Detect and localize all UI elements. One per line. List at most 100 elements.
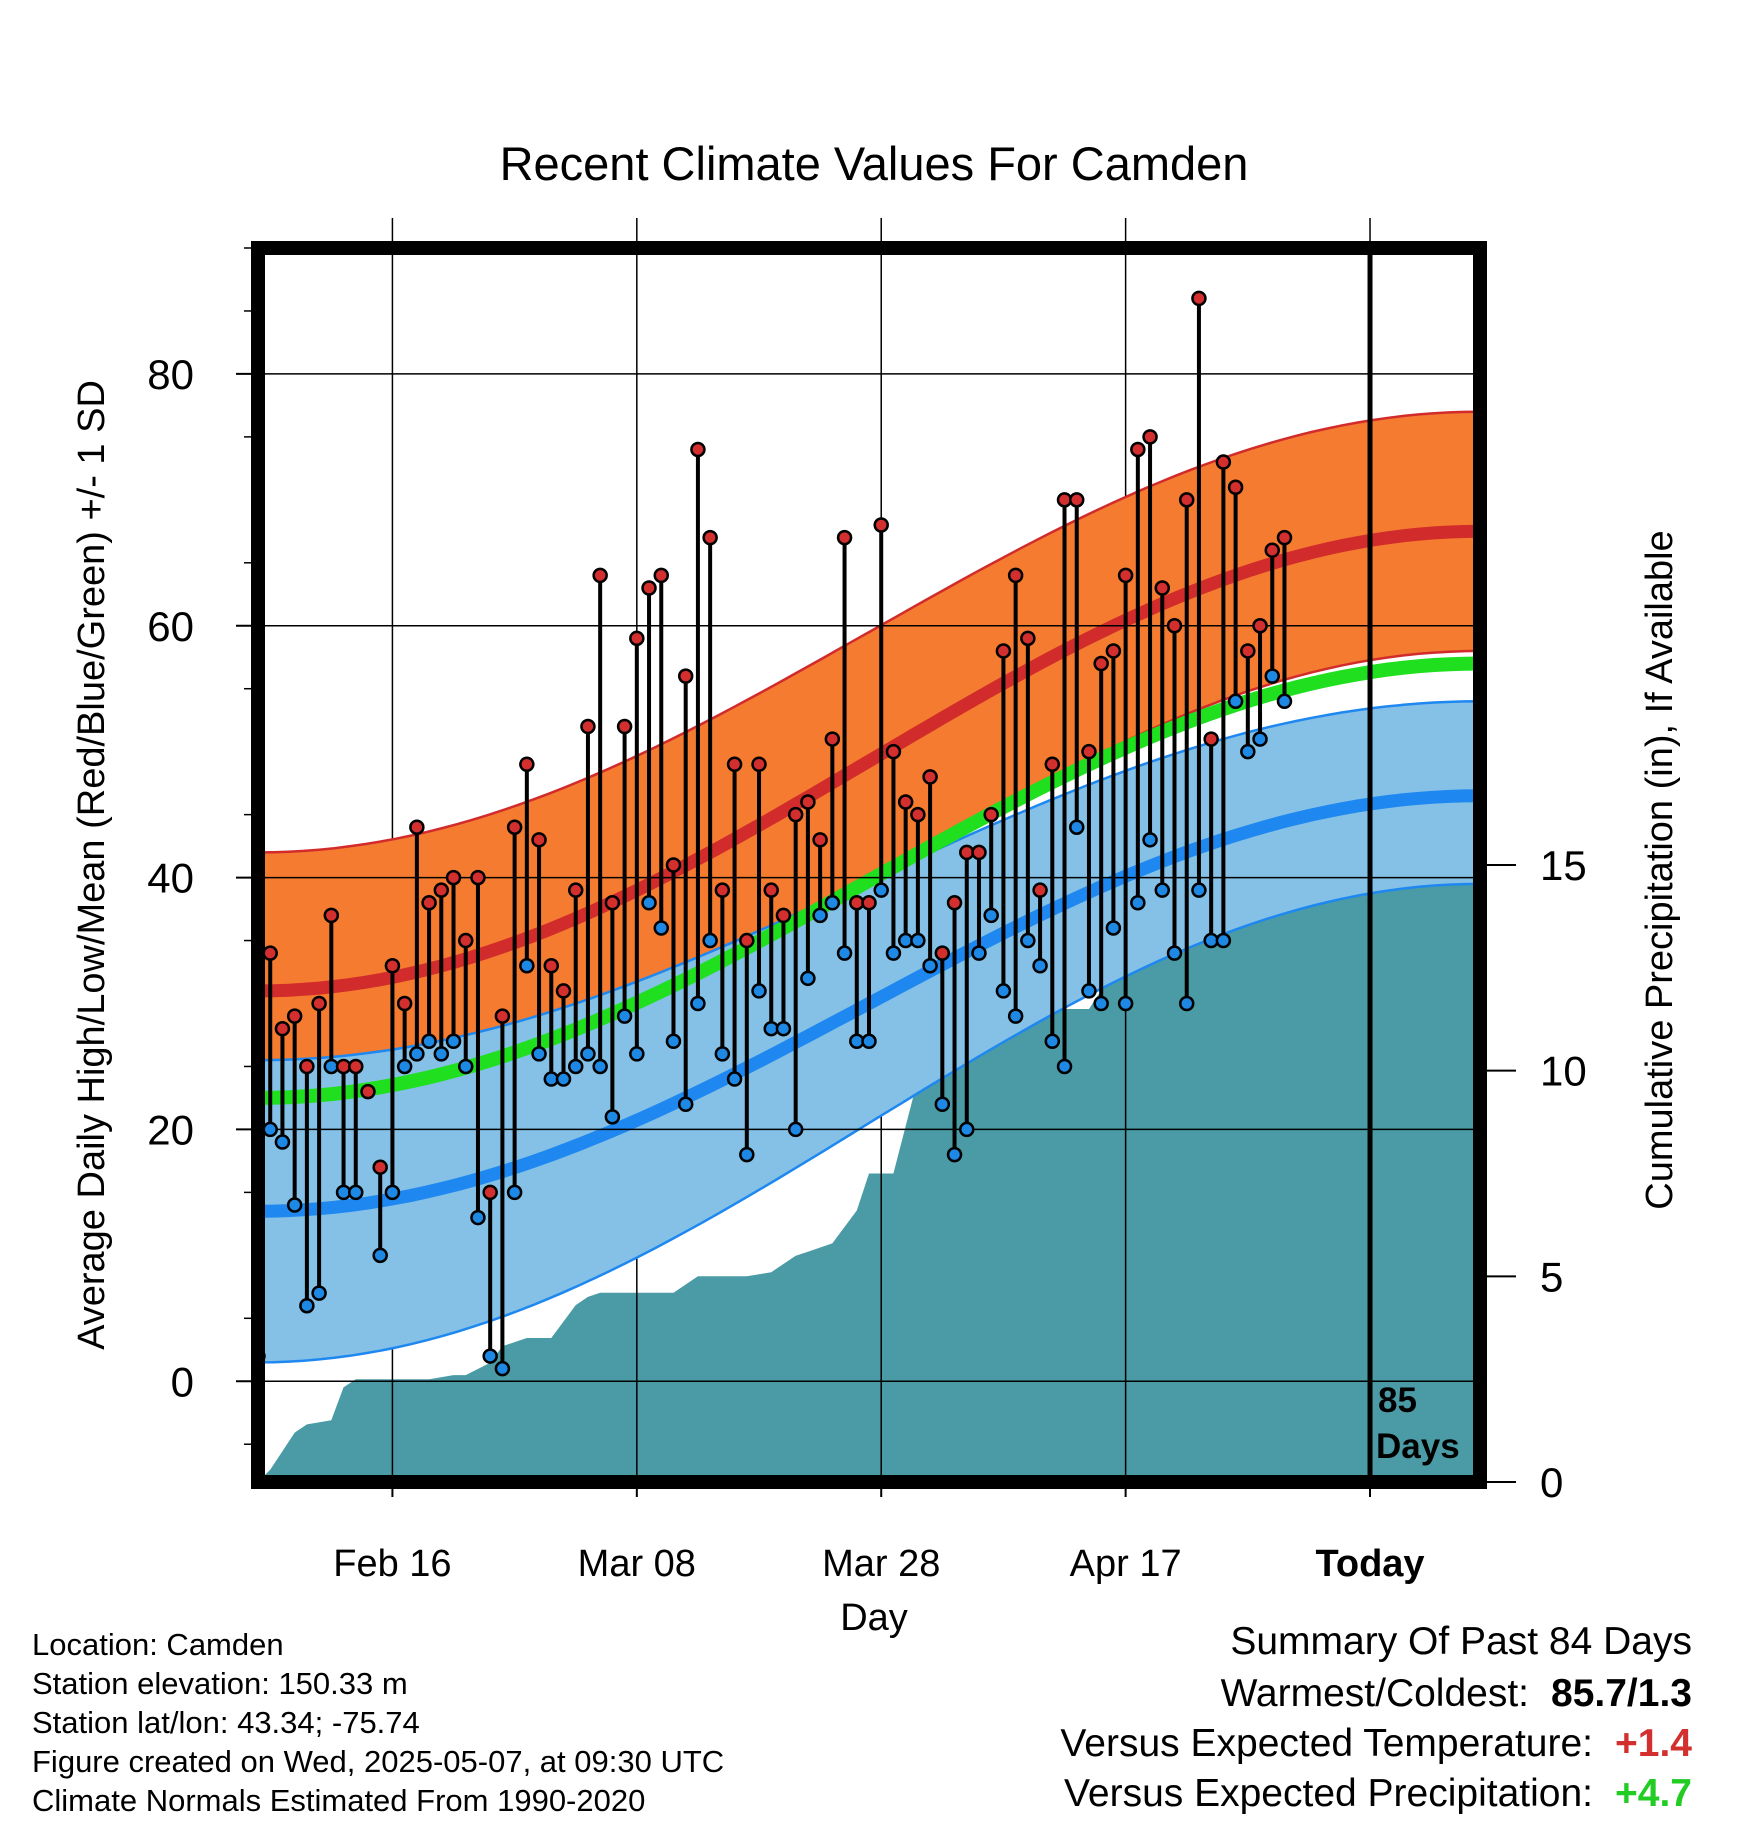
daily-low-point — [934, 1096, 951, 1112]
daily-bar — [396, 995, 413, 1075]
daily-high-point — [1264, 542, 1281, 558]
daily-bar — [531, 832, 547, 1062]
daily-bar — [739, 932, 755, 1163]
daily-high-point — [494, 1008, 511, 1024]
daily-bar — [519, 756, 535, 974]
daily-high-point — [519, 756, 535, 773]
daily-low-point — [873, 882, 889, 898]
daily-high-point — [555, 983, 572, 999]
daily-low-point — [1093, 995, 1109, 1012]
daily-low-point — [409, 1046, 425, 1062]
daily-bar — [726, 756, 743, 1087]
daily-low-point — [286, 1197, 303, 1213]
created-text: Figure created on Wed, 2025-05-07, at 09… — [32, 1744, 725, 1779]
daily-low-point — [470, 1209, 486, 1226]
daily-high-point — [457, 932, 474, 949]
daily-high-point — [751, 756, 767, 773]
daily-bar — [1007, 567, 1024, 1024]
daily-low-point — [445, 1033, 462, 1050]
daily-high-point — [861, 895, 877, 911]
daily-low-point — [1020, 932, 1036, 949]
daily-high-point — [433, 882, 450, 898]
daily-high-point — [873, 517, 889, 533]
daily-low-point — [726, 1071, 743, 1087]
daily-high-point — [653, 567, 670, 584]
daily-low-point — [1044, 1033, 1061, 1050]
daily-bar — [751, 756, 767, 999]
daily-bar — [787, 806, 804, 1138]
daily-high-point — [360, 1083, 376, 1100]
daily-low-point — [1240, 743, 1256, 760]
daily-high-point — [739, 932, 755, 949]
daily-low-point — [1252, 731, 1268, 747]
daily-low-point — [1166, 945, 1183, 961]
daily-high-point — [1203, 731, 1219, 747]
daily-bar — [482, 1184, 498, 1364]
daily-high-point — [409, 819, 425, 835]
y2-axis-title: Cumulative Precipitation (in), If Availa… — [1639, 530, 1681, 1209]
daily-bar — [433, 882, 450, 1062]
daily-bar — [922, 769, 938, 974]
daily-low-point — [751, 983, 767, 999]
today-days-label: Days — [1376, 1427, 1460, 1466]
daily-low-point — [457, 1058, 474, 1075]
daily-low-point — [775, 1020, 792, 1037]
daily-low-point — [372, 1247, 388, 1264]
daily-bar — [690, 441, 706, 1012]
daily-bar — [335, 1058, 352, 1201]
daily-high-point — [995, 643, 1012, 659]
daily-low-point — [690, 995, 706, 1012]
daily-high-point — [1117, 567, 1134, 584]
daily-low-point — [299, 1297, 315, 1314]
y2-tick-label: 10 — [1540, 1048, 1587, 1095]
daily-bar — [311, 995, 327, 1301]
daily-high-point — [604, 895, 621, 911]
x-axis-title: Day — [840, 1597, 908, 1639]
daily-high-point — [580, 718, 596, 735]
daily-low-point — [1178, 995, 1195, 1012]
daily-low-point — [384, 1184, 401, 1201]
daily-bar — [421, 895, 437, 1050]
daily-bar — [506, 819, 523, 1201]
daily-bar — [1020, 630, 1036, 949]
y2-tick-label: 15 — [1540, 842, 1587, 889]
daily-bar — [470, 869, 486, 1226]
daily-bar — [384, 957, 401, 1201]
daily-low-point — [714, 1046, 731, 1062]
y-tick-label: 40 — [147, 855, 194, 902]
daily-bar — [604, 895, 621, 1125]
daily-low-point — [494, 1360, 511, 1377]
daily-high-point — [482, 1184, 498, 1201]
daily-low-point — [580, 1046, 596, 1062]
warmest-coldest-value: 85.7/1.3 — [1551, 1672, 1692, 1715]
daily-low-point — [519, 957, 535, 974]
daily-high-point — [1276, 529, 1293, 546]
x-tick-label: Feb 16 — [333, 1543, 451, 1585]
daily-low-point — [995, 983, 1012, 999]
daily-high-point — [971, 844, 987, 861]
daily-high-point — [922, 769, 938, 785]
daily-high-point — [897, 794, 914, 810]
daily-high-point — [910, 806, 926, 823]
daily-high-point — [1068, 492, 1085, 508]
daily-high-point — [1240, 643, 1256, 659]
daily-bar — [1142, 429, 1158, 848]
daily-high-point — [1020, 630, 1036, 647]
daily-low-point — [506, 1184, 523, 1201]
daily-high-point — [1081, 743, 1097, 760]
daily-bar — [616, 718, 633, 1024]
daily-bar — [1032, 882, 1048, 974]
daily-high-point — [506, 819, 523, 835]
daily-bar — [885, 743, 902, 961]
daily-low-point — [1117, 995, 1134, 1012]
daily-high-point — [787, 806, 804, 823]
daily-bar — [543, 957, 560, 1087]
daily-low-point — [592, 1058, 608, 1075]
daily-high-point — [1142, 429, 1158, 445]
precip-anomaly-label: Versus Expected Precipitation: — [1064, 1772, 1593, 1815]
daily-high-point — [1093, 655, 1109, 672]
daily-high-point — [885, 743, 902, 760]
daily-low-point — [262, 1121, 278, 1138]
daily-high-point — [616, 718, 633, 735]
